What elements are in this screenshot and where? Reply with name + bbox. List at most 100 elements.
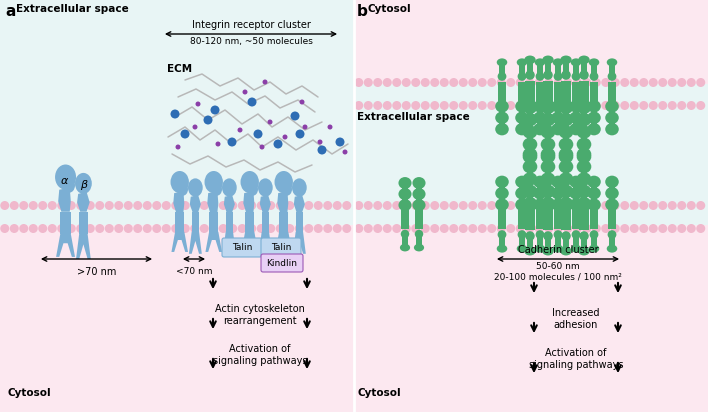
- Ellipse shape: [86, 224, 95, 233]
- Text: Talin: Talin: [271, 243, 291, 252]
- Ellipse shape: [601, 101, 610, 110]
- Ellipse shape: [354, 224, 363, 233]
- Ellipse shape: [515, 101, 525, 110]
- Bar: [581, 125, 587, 126]
- Ellipse shape: [569, 100, 583, 112]
- Bar: [590, 205, 598, 229]
- Ellipse shape: [181, 224, 190, 233]
- Ellipse shape: [525, 247, 536, 255]
- Ellipse shape: [515, 100, 529, 112]
- Ellipse shape: [96, 201, 104, 210]
- Bar: [296, 213, 303, 232]
- Ellipse shape: [535, 101, 544, 110]
- Bar: [610, 123, 615, 124]
- Bar: [571, 205, 581, 229]
- Bar: [561, 81, 571, 107]
- Ellipse shape: [440, 224, 449, 233]
- Text: Cytosol: Cytosol: [8, 388, 52, 398]
- Ellipse shape: [554, 101, 563, 110]
- Ellipse shape: [564, 78, 572, 87]
- FancyBboxPatch shape: [261, 238, 301, 257]
- Ellipse shape: [257, 224, 266, 233]
- Ellipse shape: [354, 101, 363, 110]
- Bar: [498, 82, 506, 106]
- Bar: [555, 123, 561, 124]
- Ellipse shape: [544, 78, 553, 87]
- Text: 20-100 molecules / 100 nm²: 20-100 molecules / 100 nm²: [494, 272, 622, 281]
- Ellipse shape: [678, 78, 686, 87]
- Ellipse shape: [620, 101, 629, 110]
- Bar: [527, 172, 533, 173]
- Ellipse shape: [161, 224, 171, 233]
- Polygon shape: [207, 191, 218, 213]
- Bar: [415, 205, 423, 229]
- Ellipse shape: [587, 123, 601, 136]
- Ellipse shape: [47, 201, 57, 210]
- Ellipse shape: [190, 224, 199, 233]
- Bar: [591, 64, 597, 76]
- Bar: [79, 212, 88, 234]
- Ellipse shape: [400, 244, 410, 251]
- Bar: [543, 204, 553, 230]
- Text: α: α: [60, 176, 68, 186]
- Ellipse shape: [605, 123, 619, 136]
- Bar: [581, 138, 587, 139]
- Bar: [518, 82, 527, 106]
- Ellipse shape: [171, 224, 181, 233]
- Ellipse shape: [227, 138, 236, 147]
- Ellipse shape: [571, 245, 581, 253]
- Bar: [537, 123, 542, 124]
- Bar: [545, 172, 551, 173]
- Ellipse shape: [696, 101, 705, 110]
- Ellipse shape: [687, 101, 696, 110]
- Ellipse shape: [495, 176, 509, 188]
- Ellipse shape: [525, 78, 535, 87]
- Ellipse shape: [143, 224, 152, 233]
- Polygon shape: [260, 195, 271, 213]
- Ellipse shape: [468, 224, 477, 233]
- Ellipse shape: [601, 78, 610, 87]
- Ellipse shape: [518, 230, 527, 239]
- Ellipse shape: [517, 245, 527, 253]
- Ellipse shape: [275, 171, 293, 193]
- Ellipse shape: [579, 231, 589, 241]
- Bar: [499, 234, 505, 247]
- Ellipse shape: [601, 224, 610, 233]
- Ellipse shape: [533, 199, 547, 211]
- Ellipse shape: [559, 101, 573, 114]
- Ellipse shape: [559, 197, 573, 211]
- Ellipse shape: [561, 70, 571, 80]
- Ellipse shape: [523, 185, 537, 198]
- Ellipse shape: [605, 112, 619, 124]
- Ellipse shape: [523, 113, 537, 126]
- Ellipse shape: [554, 201, 563, 210]
- Ellipse shape: [560, 56, 571, 64]
- Ellipse shape: [525, 101, 535, 110]
- Ellipse shape: [629, 78, 639, 87]
- Ellipse shape: [241, 171, 259, 193]
- Ellipse shape: [161, 201, 171, 210]
- Ellipse shape: [459, 101, 468, 110]
- Ellipse shape: [607, 59, 617, 66]
- Ellipse shape: [324, 224, 332, 233]
- Ellipse shape: [525, 201, 535, 210]
- Ellipse shape: [564, 201, 572, 210]
- Ellipse shape: [533, 176, 547, 188]
- Ellipse shape: [171, 110, 180, 119]
- Ellipse shape: [440, 201, 449, 210]
- Ellipse shape: [605, 199, 619, 211]
- Ellipse shape: [0, 224, 9, 233]
- Polygon shape: [294, 195, 305, 213]
- Ellipse shape: [459, 224, 468, 233]
- Ellipse shape: [29, 224, 38, 233]
- Text: 50-60 nm: 50-60 nm: [536, 262, 580, 271]
- Ellipse shape: [487, 101, 496, 110]
- Ellipse shape: [629, 101, 639, 110]
- Bar: [545, 150, 551, 151]
- Ellipse shape: [143, 201, 152, 210]
- Ellipse shape: [373, 78, 382, 87]
- Bar: [527, 197, 533, 198]
- Ellipse shape: [601, 201, 610, 210]
- Bar: [0, 225, 354, 412]
- Ellipse shape: [658, 101, 667, 110]
